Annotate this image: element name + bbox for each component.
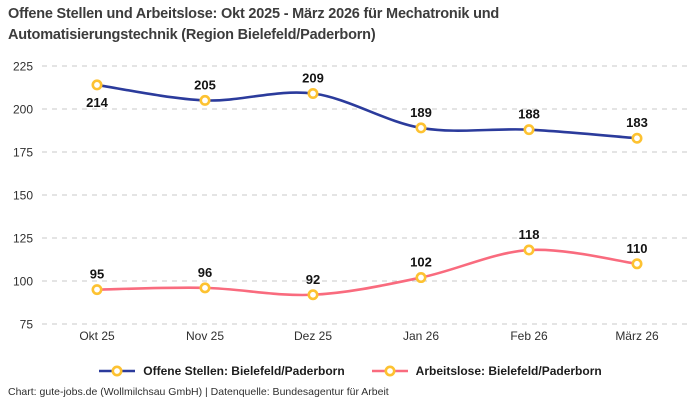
gridlines bbox=[42, 65, 690, 325]
svg-text:75: 75 bbox=[20, 318, 34, 332]
data-point-label: 189 bbox=[410, 105, 432, 120]
x-axis-tick-labels: Okt 25 Nov 25 Dez 25 Jan 26 Feb 26 März 26 bbox=[79, 329, 659, 343]
data-point-marker bbox=[415, 272, 427, 284]
svg-text:Dez 25: Dez 25 bbox=[294, 329, 332, 343]
svg-text:Okt 25: Okt 25 bbox=[79, 329, 115, 343]
data-point-marker bbox=[91, 79, 103, 91]
data-point-marker bbox=[523, 244, 535, 256]
legend-swatch-line-icon bbox=[371, 365, 408, 377]
svg-text:125: 125 bbox=[13, 232, 33, 246]
data-point-marker bbox=[199, 94, 211, 106]
svg-text:Jan 26: Jan 26 bbox=[403, 329, 439, 343]
data-point-label: 110 bbox=[627, 241, 648, 256]
attribution-footer: Chart: gute-jobs.de (Wollmilchsau GmbH) … bbox=[8, 386, 389, 398]
data-point-marker bbox=[307, 289, 319, 301]
legend-item-offene-stellen[interactable]: Offene Stellen: Bielefeld/Paderborn bbox=[98, 364, 345, 378]
data-point-label: 118 bbox=[519, 227, 540, 242]
data-point-label: 209 bbox=[302, 71, 324, 86]
svg-text:Feb 26: Feb 26 bbox=[510, 329, 548, 343]
series-line bbox=[95, 83, 639, 140]
legend: Offene Stellen: Bielefeld/Paderborn Arbe… bbox=[0, 361, 700, 381]
legend-label: Arbeitslose: Bielefeld/Paderborn bbox=[415, 364, 602, 378]
data-point-label: 183 bbox=[626, 115, 648, 130]
data-point-marker bbox=[631, 132, 643, 144]
data-point-marker bbox=[523, 124, 535, 136]
svg-text:150: 150 bbox=[13, 189, 33, 203]
svg-text:Nov 25: Nov 25 bbox=[186, 329, 224, 343]
data-point-marker bbox=[307, 88, 319, 100]
data-point-label: 205 bbox=[194, 77, 216, 92]
y-axis-tick-labels: 225 200 175 150 125 100 75 bbox=[13, 60, 33, 332]
svg-text:200: 200 bbox=[13, 103, 33, 117]
legend-label: Offene Stellen: Bielefeld/Paderborn bbox=[143, 364, 345, 378]
data-point-marker bbox=[91, 284, 103, 296]
series-line bbox=[95, 248, 639, 297]
data-point-marker bbox=[199, 282, 211, 294]
data-point-label: 188 bbox=[518, 107, 540, 122]
svg-text:175: 175 bbox=[13, 146, 33, 160]
line-chart: 225 200 175 150 125 100 75 Okt 25 Nov 25 Dez 25 Ja… bbox=[13, 60, 690, 343]
data-point-marker bbox=[415, 122, 427, 134]
data-point-label: 214 bbox=[86, 95, 108, 110]
svg-text:März 26: März 26 bbox=[615, 329, 659, 343]
series-1: 95 96 92 102 118 110 bbox=[90, 227, 648, 301]
legend-swatch-line-icon bbox=[99, 365, 136, 377]
data-point-label: 95 bbox=[90, 267, 104, 282]
data-point-label: 102 bbox=[410, 255, 432, 270]
series-0: 214 205 209 189 188 183 bbox=[86, 71, 648, 144]
svg-text:100: 100 bbox=[13, 275, 33, 289]
data-point-marker bbox=[631, 258, 643, 270]
chart-title: Offene Stellen und Arbeitslose: Okt 2025… bbox=[8, 6, 500, 44]
data-point-label: 96 bbox=[198, 265, 212, 280]
svg-text:225: 225 bbox=[13, 60, 33, 74]
legend-item-arbeitslose[interactable]: Arbeitslose: Bielefeld/Paderborn bbox=[371, 364, 602, 378]
data-point-label: 92 bbox=[306, 272, 320, 287]
